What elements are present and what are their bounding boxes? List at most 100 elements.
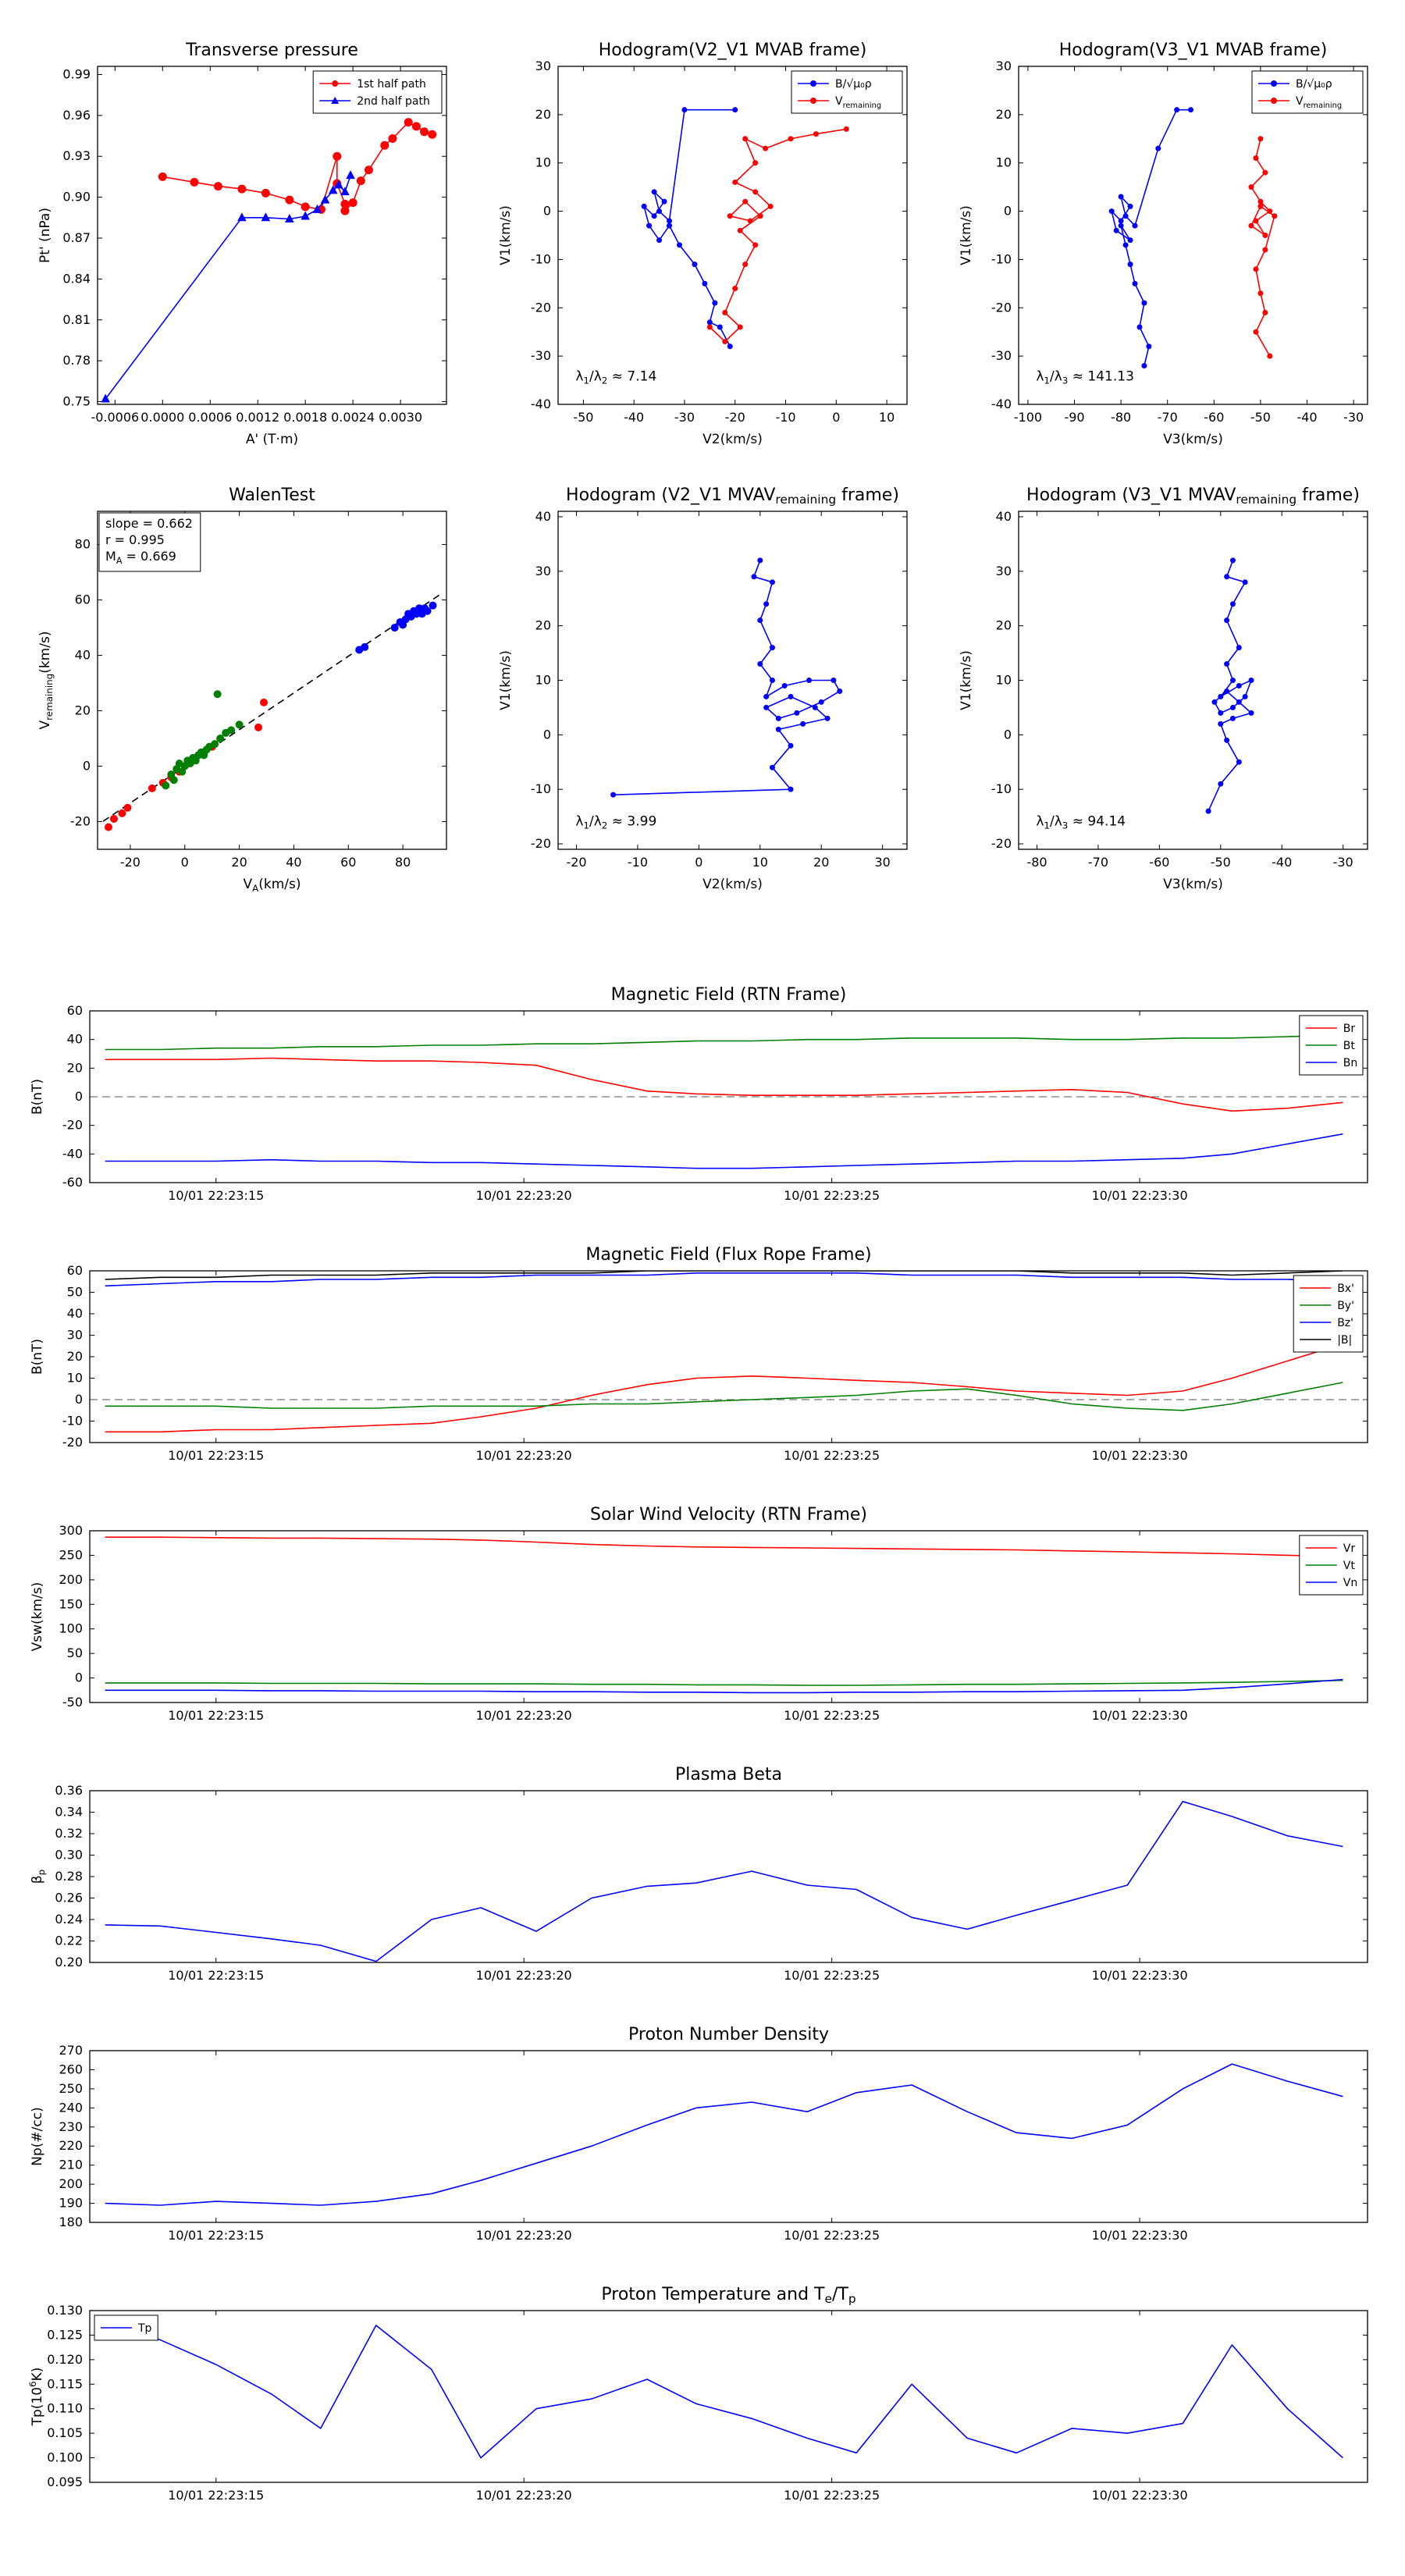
vsw-rtn-panel: 10/01 22:23:15 10/01 22:23:20 10/01 22:23:… <box>23 1500 1382 1745</box>
svg-text:-0.0006: -0.0006 <box>91 410 139 425</box>
svg-text:20: 20 <box>996 618 1012 633</box>
svg-text:-20: -20 <box>70 814 91 829</box>
svg-text:10/01 22:23:30: 10/01 22:23:30 <box>1092 2488 1188 2503</box>
svg-text:-10: -10 <box>62 1414 83 1429</box>
hodogram-v3v1-mvab-panel: -100 -90 -80 -70 -60 -50 -40 -30 -40 -30 -20 -10 0 10… <box>944 31 1382 456</box>
svg-text:30: 30 <box>535 59 551 73</box>
svg-text:0.90: 0.90 <box>62 190 91 205</box>
svg-text:0.120: 0.120 <box>47 2352 83 2367</box>
svg-text:-90: -90 <box>1064 410 1084 425</box>
svg-text:20: 20 <box>535 618 551 633</box>
svg-text:0.0000: 0.0000 <box>140 410 184 425</box>
svg-text:Vt: Vt <box>1343 1560 1356 1572</box>
svg-text:Bz': Bz' <box>1337 1317 1353 1329</box>
svg-text:-40: -40 <box>1272 855 1292 870</box>
svg-text:0.96: 0.96 <box>62 108 91 123</box>
svg-text:-10: -10 <box>531 781 551 796</box>
svg-text:210: 210 <box>59 2158 83 2172</box>
svg-text:-20: -20 <box>531 836 551 851</box>
svg-text:20: 20 <box>535 107 551 122</box>
svg-text:60: 60 <box>67 1263 83 1278</box>
svg-text:-60: -60 <box>1204 410 1224 425</box>
svg-text:10/01 22:23:25: 10/01 22:23:25 <box>784 1708 880 1723</box>
svg-text:0.22: 0.22 <box>55 1934 83 1948</box>
plasma-beta-chart: 10/01 22:23:15 10/01 22:23:20 10/01 22:23:… <box>30 1765 1368 1983</box>
svg-text:V1(km/s): V1(km/s) <box>959 650 974 710</box>
svg-text:0: 0 <box>695 855 702 870</box>
hodogram-v2v1-mvab-panel: -50 -40 -30 -20 -10 0 10 -40 -30 -20 -10 0 10 20 30 Hod… <box>484 31 921 456</box>
proton-temp-chart: 10/01 22:23:15 10/01 22:23:20 10/01 22:23:… <box>27 2285 1368 2503</box>
svg-text:-40: -40 <box>1297 410 1317 425</box>
svg-text:-20: -20 <box>531 300 551 315</box>
svg-text:Hodogram (V3_V1 MVAVremaining: Hodogram (V3_V1 MVAVremaining frame) <box>1026 486 1360 507</box>
svg-text:30: 30 <box>535 564 551 578</box>
svg-text:A' (T·m): A' (T·m) <box>246 432 298 447</box>
walen-test-panel: -20 0 20 40 60 80 -20 0 20 40 60 80 WalenTest VA(km/s… <box>23 476 461 901</box>
svg-text:Vsw(km/s): Vsw(km/s) <box>30 1582 45 1652</box>
svg-text:10: 10 <box>752 855 768 870</box>
svg-text:10/01 22:23:15: 10/01 22:23:15 <box>168 1968 264 1983</box>
svg-text:-30: -30 <box>1333 855 1353 870</box>
svg-text:-50: -50 <box>573 410 593 425</box>
svg-text:30: 30 <box>874 855 890 870</box>
svg-text:300: 300 <box>59 1523 83 1538</box>
svg-text:-30: -30 <box>531 348 551 363</box>
svg-text:0.0030: 0.0030 <box>379 410 422 425</box>
svg-text:Vn: Vn <box>1343 1577 1357 1589</box>
svg-text:20: 20 <box>813 855 829 870</box>
svg-text:60: 60 <box>340 855 356 870</box>
svg-text:-50: -50 <box>62 1695 83 1710</box>
svg-text:V2(km/s): V2(km/s) <box>702 877 763 892</box>
svg-text:250: 250 <box>59 2081 83 2096</box>
svg-text:0: 0 <box>83 759 91 774</box>
svg-text:λ1/λ3 ≈ 94.14: λ1/λ3 ≈ 94.14 <box>1036 814 1126 831</box>
svg-text:0.75: 0.75 <box>62 394 91 409</box>
svg-text:-60: -60 <box>62 1175 83 1190</box>
svg-text:-40: -40 <box>991 397 1012 411</box>
svg-text:0.87: 0.87 <box>62 230 91 245</box>
svg-text:Np(#/cc): Np(#/cc) <box>30 2107 45 2165</box>
svg-text:-20: -20 <box>62 1118 83 1133</box>
svg-text:40: 40 <box>67 1306 83 1321</box>
svg-text:0: 0 <box>181 855 189 870</box>
svg-text:Magnetic Field (Flux Rope Fram: Magnetic Field (Flux Rope Frame) <box>585 1245 871 1265</box>
svg-text:V3(km/s): V3(km/s) <box>1163 877 1223 892</box>
svg-text:0.99: 0.99 <box>62 66 91 81</box>
svg-text:0.0024: 0.0024 <box>331 410 375 425</box>
svg-text:Transverse pressure: Transverse pressure <box>185 41 358 60</box>
svg-text:B/√μ₀ρ: B/√μ₀ρ <box>1296 78 1332 91</box>
svg-text:-70: -70 <box>1158 410 1178 425</box>
svg-text:Magnetic Field (RTN Frame): Magnetic Field (RTN Frame) <box>611 985 847 1005</box>
svg-text:100: 100 <box>59 1621 83 1636</box>
svg-text:0.100: 0.100 <box>47 2450 83 2465</box>
svg-text:Tp(106K): Tp(106K) <box>27 2368 45 2427</box>
svg-text:40: 40 <box>286 855 301 870</box>
svg-text:0.78: 0.78 <box>62 353 91 368</box>
svg-text:Pt' (nPa): Pt' (nPa) <box>37 208 53 263</box>
svg-text:r = 0.995: r = 0.995 <box>105 532 165 547</box>
svg-text:2nd half path: 2nd half path <box>357 95 430 108</box>
svg-text:0.84: 0.84 <box>62 271 91 286</box>
svg-text:0.30: 0.30 <box>55 1848 83 1863</box>
svg-text:-80: -80 <box>1026 855 1047 870</box>
svg-text:0.81: 0.81 <box>62 312 91 327</box>
svg-text:1st half path: 1st half path <box>357 78 426 91</box>
svg-text:10/01 22:23:15: 10/01 22:23:15 <box>168 1448 264 1463</box>
svg-text:240: 240 <box>59 2100 83 2115</box>
svg-text:-10: -10 <box>991 781 1012 796</box>
svg-text:Bn: Bn <box>1343 1057 1357 1069</box>
svg-text:40: 40 <box>75 648 91 663</box>
hodogram-v3v1-mvav-chart: -80 -70 -60 -50 -40 -30 -20 -10 0 10 20 30 40 Hodogra… <box>959 486 1368 892</box>
svg-text:0: 0 <box>832 410 840 425</box>
svg-text:150: 150 <box>59 1596 83 1611</box>
svg-text:0.130: 0.130 <box>47 2303 83 2318</box>
svg-text:0: 0 <box>1004 727 1012 742</box>
svg-text:0.095: 0.095 <box>47 2475 83 2489</box>
svg-text:-40: -40 <box>62 1146 83 1161</box>
svg-text:60: 60 <box>67 1003 83 1018</box>
svg-text:0.115: 0.115 <box>47 2376 83 2391</box>
svg-text:Solar Wind Velocity (RTN Frame: Solar Wind Velocity (RTN Frame) <box>590 1505 867 1525</box>
svg-text:-10: -10 <box>628 855 648 870</box>
transverse-pressure-chart: -0.0006 0.0000 0.0006 0.0012 0.0018 0.0024 0.0… <box>37 41 447 447</box>
